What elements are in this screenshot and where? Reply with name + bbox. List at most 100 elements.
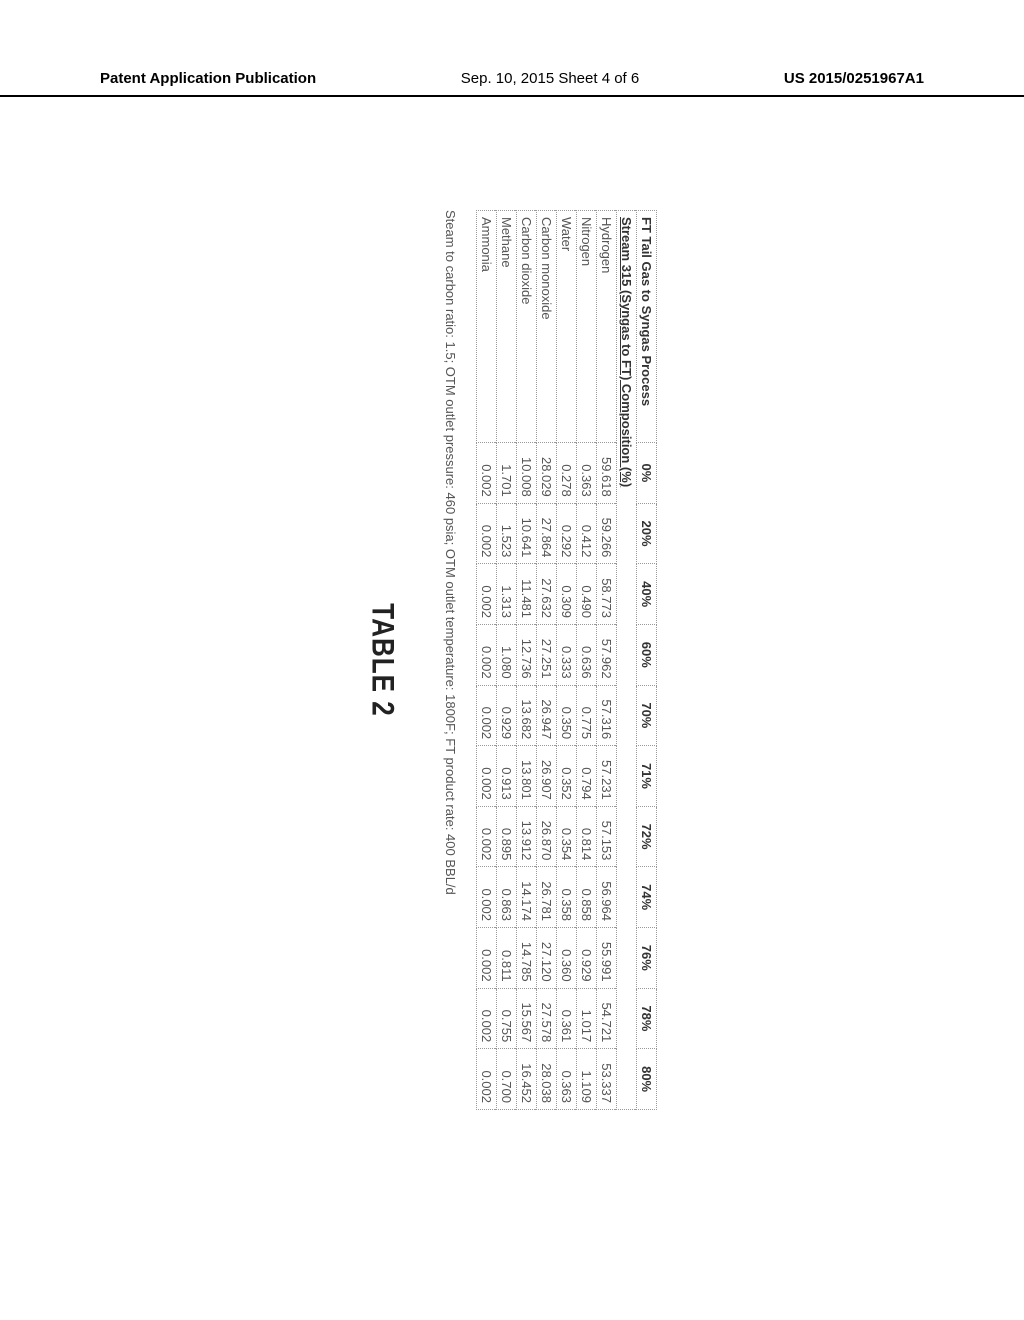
cell: 0.350 bbox=[557, 685, 577, 746]
cell: 0.352 bbox=[557, 746, 577, 807]
syngas-composition-table: FT Tail Gas to Syngas Process 0% 20% 40%… bbox=[476, 210, 657, 1110]
cell: 56.964 bbox=[597, 867, 617, 928]
cell: 0.002 bbox=[477, 443, 497, 504]
cell: 27.632 bbox=[537, 564, 557, 625]
row-label: Methane bbox=[497, 211, 517, 443]
header-center: Sep. 10, 2015 Sheet 4 of 6 bbox=[461, 70, 639, 87]
cell: 14.174 bbox=[517, 867, 537, 928]
cell: 27.578 bbox=[537, 988, 557, 1049]
cell: 0.929 bbox=[497, 685, 517, 746]
cell: 0.278 bbox=[557, 443, 577, 504]
cell: 1.523 bbox=[497, 503, 517, 564]
cell: 0.863 bbox=[497, 867, 517, 928]
cell: 10.008 bbox=[517, 443, 537, 504]
cell: 0.363 bbox=[557, 1049, 577, 1110]
cell: 0.913 bbox=[497, 746, 517, 807]
cell: 53.337 bbox=[597, 1049, 617, 1110]
table-content: FT Tail Gas to Syngas Process 0% 20% 40%… bbox=[367, 210, 657, 1110]
cell: 55.991 bbox=[597, 928, 617, 989]
cell: 27.251 bbox=[537, 624, 557, 685]
cell: 0.363 bbox=[577, 443, 597, 504]
header-row-label: FT Tail Gas to Syngas Process bbox=[637, 211, 657, 443]
table-caption: TABLE 2 bbox=[364, 210, 401, 1110]
row-label: Hydrogen bbox=[597, 211, 617, 443]
cell: 0.002 bbox=[477, 685, 497, 746]
cell: 28.038 bbox=[537, 1049, 557, 1110]
header-left: Patent Application Publication bbox=[100, 70, 316, 87]
col-header: 72% bbox=[637, 806, 657, 867]
cell: 13.912 bbox=[517, 806, 537, 867]
row-label: Ammonia bbox=[477, 211, 497, 443]
cell: 57.231 bbox=[597, 746, 617, 807]
cell: 10.641 bbox=[517, 503, 537, 564]
cell: 15.567 bbox=[517, 988, 537, 1049]
cell: 28.029 bbox=[537, 443, 557, 504]
cell: 0.292 bbox=[557, 503, 577, 564]
col-header: 40% bbox=[637, 564, 657, 625]
cell: 13.682 bbox=[517, 685, 537, 746]
cell: 0.002 bbox=[477, 1049, 497, 1110]
cell: 0.811 bbox=[497, 928, 517, 989]
cell: 26.870 bbox=[537, 806, 557, 867]
cell: 1.701 bbox=[497, 443, 517, 504]
rotated-content: FT Tail Gas to Syngas Process 0% 20% 40%… bbox=[367, 210, 657, 1110]
cell: 26.781 bbox=[537, 867, 557, 928]
table-row: Carbon dioxide 10.008 10.641 11.481 12.7… bbox=[517, 211, 537, 1110]
cell: 12.736 bbox=[517, 624, 537, 685]
cell: 0.929 bbox=[577, 928, 597, 989]
cell: 0.361 bbox=[557, 988, 577, 1049]
cell: 0.755 bbox=[497, 988, 517, 1049]
cell: 26.907 bbox=[537, 746, 557, 807]
page-header: Patent Application Publication Sep. 10, … bbox=[0, 70, 1024, 97]
cell: 0.002 bbox=[477, 624, 497, 685]
table-row: Carbon monoxide 28.029 27.864 27.632 27.… bbox=[537, 211, 557, 1110]
cell: 1.017 bbox=[577, 988, 597, 1049]
table-row: Nitrogen 0.363 0.412 0.490 0.636 0.775 0… bbox=[577, 211, 597, 1110]
cell: 0.333 bbox=[557, 624, 577, 685]
header-right: US 2015/0251967A1 bbox=[784, 70, 924, 87]
col-header: 76% bbox=[637, 928, 657, 989]
table-subheader-row: Stream 315 (Syngas to FT) Composition (%… bbox=[617, 211, 637, 1110]
cell: 0.309 bbox=[557, 564, 577, 625]
table-footnote: Steam to carbon ratio: 1.5; OTM outlet p… bbox=[443, 210, 458, 1110]
cell: 0.490 bbox=[577, 564, 597, 625]
cell: 0.895 bbox=[497, 806, 517, 867]
col-header: 20% bbox=[637, 503, 657, 564]
cell: 58.773 bbox=[597, 564, 617, 625]
cell: 0.002 bbox=[477, 564, 497, 625]
cell: 59.266 bbox=[597, 503, 617, 564]
cell: 0.002 bbox=[477, 806, 497, 867]
cell: 0.002 bbox=[477, 746, 497, 807]
cell: 0.412 bbox=[577, 503, 597, 564]
row-label: Water bbox=[557, 211, 577, 443]
cell: 0.002 bbox=[477, 988, 497, 1049]
subheader-cell: Stream 315 (Syngas to FT) Composition (%… bbox=[617, 211, 637, 1110]
col-header: 60% bbox=[637, 624, 657, 685]
table-row: Ammonia 0.002 0.002 0.002 0.002 0.002 0.… bbox=[477, 211, 497, 1110]
cell: 0.858 bbox=[577, 867, 597, 928]
cell: 0.354 bbox=[557, 806, 577, 867]
table-row: Methane 1.701 1.523 1.313 1.080 0.929 0.… bbox=[497, 211, 517, 1110]
cell: 0.814 bbox=[577, 806, 597, 867]
cell: 26.947 bbox=[537, 685, 557, 746]
cell: 1.080 bbox=[497, 624, 517, 685]
row-label: Nitrogen bbox=[577, 211, 597, 443]
cell: 1.313 bbox=[497, 564, 517, 625]
row-label: Carbon monoxide bbox=[537, 211, 557, 443]
cell: 59.618 bbox=[597, 443, 617, 504]
cell: 57.316 bbox=[597, 685, 617, 746]
col-header: 74% bbox=[637, 867, 657, 928]
cell: 0.002 bbox=[477, 503, 497, 564]
cell: 11.481 bbox=[517, 564, 537, 625]
cell: 0.358 bbox=[557, 867, 577, 928]
col-header: 70% bbox=[637, 685, 657, 746]
cell: 0.002 bbox=[477, 867, 497, 928]
cell: 0.002 bbox=[477, 928, 497, 989]
col-header: 0% bbox=[637, 443, 657, 504]
row-label: Carbon dioxide bbox=[517, 211, 537, 443]
cell: 0.775 bbox=[577, 685, 597, 746]
cell: 14.785 bbox=[517, 928, 537, 989]
cell: 27.120 bbox=[537, 928, 557, 989]
col-header: 78% bbox=[637, 988, 657, 1049]
cell: 0.794 bbox=[577, 746, 597, 807]
